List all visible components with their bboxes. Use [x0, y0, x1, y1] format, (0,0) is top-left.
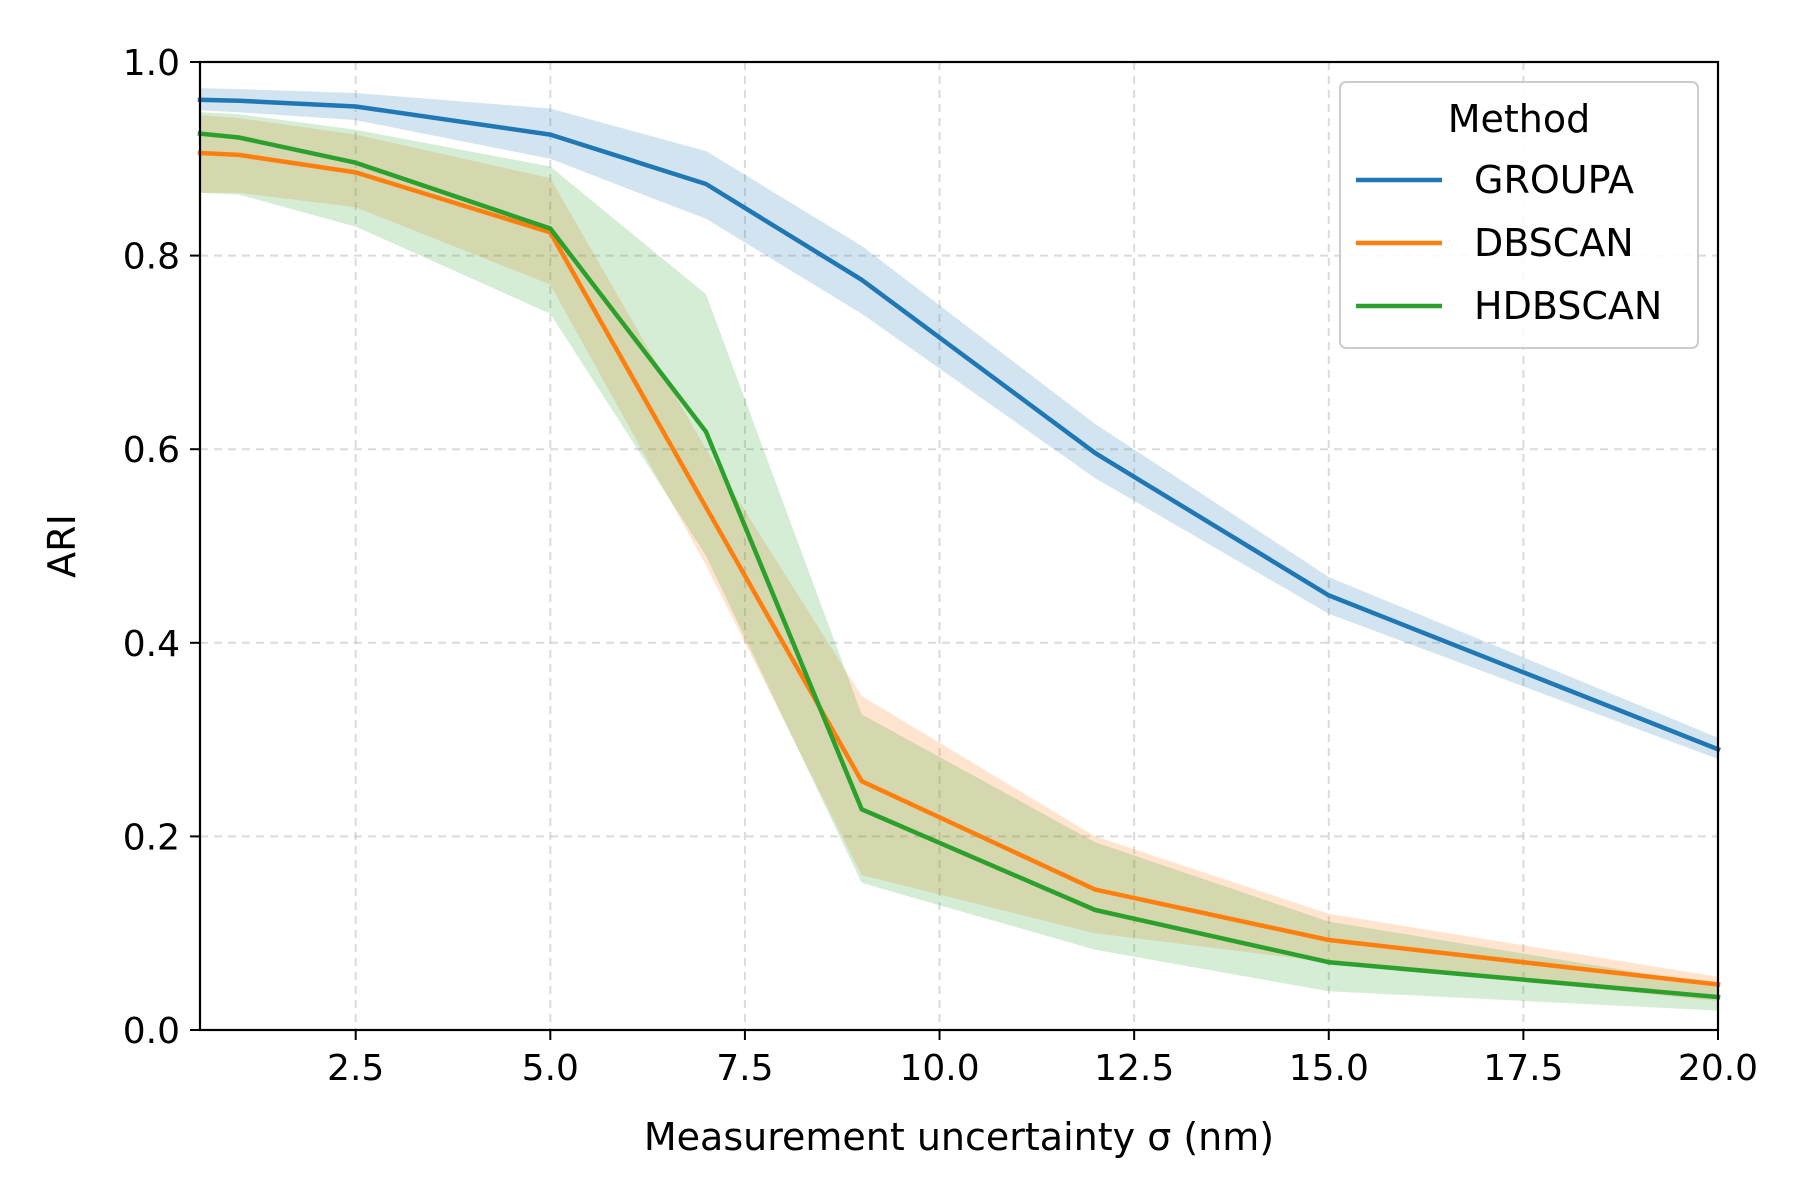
- legend-box: [1339, 81, 1699, 349]
- legend-label-hdbscan: HDBSCAN: [1474, 284, 1662, 328]
- x-axis-title: Measurement uncertainty σ (nm): [644, 1115, 1274, 1159]
- y-tick-label: 1.0: [123, 43, 180, 84]
- band-hdbscan: [200, 112, 1718, 1011]
- y-axis-title: ARI: [40, 514, 84, 578]
- band-groupa: [200, 88, 1718, 760]
- legend: Method GROUPA DBSCAN HDBSCAN: [1339, 81, 1699, 349]
- legend-label-groupa: GROUPA: [1474, 158, 1634, 202]
- y-tick-label: 0.0: [123, 1011, 180, 1052]
- x-tick-label: 20.0: [1678, 1048, 1758, 1089]
- legend-label-dbscan: DBSCAN: [1474, 221, 1634, 265]
- legend-title: Method: [1448, 97, 1591, 141]
- x-tick-label: 15.0: [1289, 1048, 1369, 1089]
- x-tick-label: 7.5: [716, 1048, 773, 1089]
- x-tick-label: 10.0: [899, 1048, 979, 1089]
- y-tick-label: 0.6: [123, 430, 180, 471]
- series-line-groupa: [197, 97, 1721, 753]
- series-line-hdbscan: [197, 131, 1721, 1000]
- y-tick-label: 0.8: [123, 237, 180, 278]
- x-tick-label: 17.5: [1483, 1048, 1563, 1089]
- series-lines: [197, 97, 1721, 1000]
- band-dbscan: [200, 115, 1718, 1001]
- y-tick-label: 0.4: [123, 624, 180, 665]
- x-tick-label: 12.5: [1094, 1048, 1174, 1089]
- series-line-dbscan: [197, 150, 1721, 987]
- legend-entries: GROUPA DBSCAN HDBSCAN: [1356, 158, 1662, 328]
- plot-frame: [198, 60, 1720, 1032]
- y-tick-label: 0.2: [123, 817, 180, 858]
- x-tick-label: 2.5: [327, 1048, 384, 1089]
- confidence-bands: [200, 88, 1718, 1011]
- y-axis-ticks: 0.0 0.2 0.4 0.6 0.8 1.0: [123, 43, 200, 1052]
- x-axis-ticks: 2.5 5.0 7.5 10.0 12.5 15.0 17.5 20.0: [327, 1030, 1758, 1089]
- x-tick-label: 5.0: [522, 1048, 579, 1089]
